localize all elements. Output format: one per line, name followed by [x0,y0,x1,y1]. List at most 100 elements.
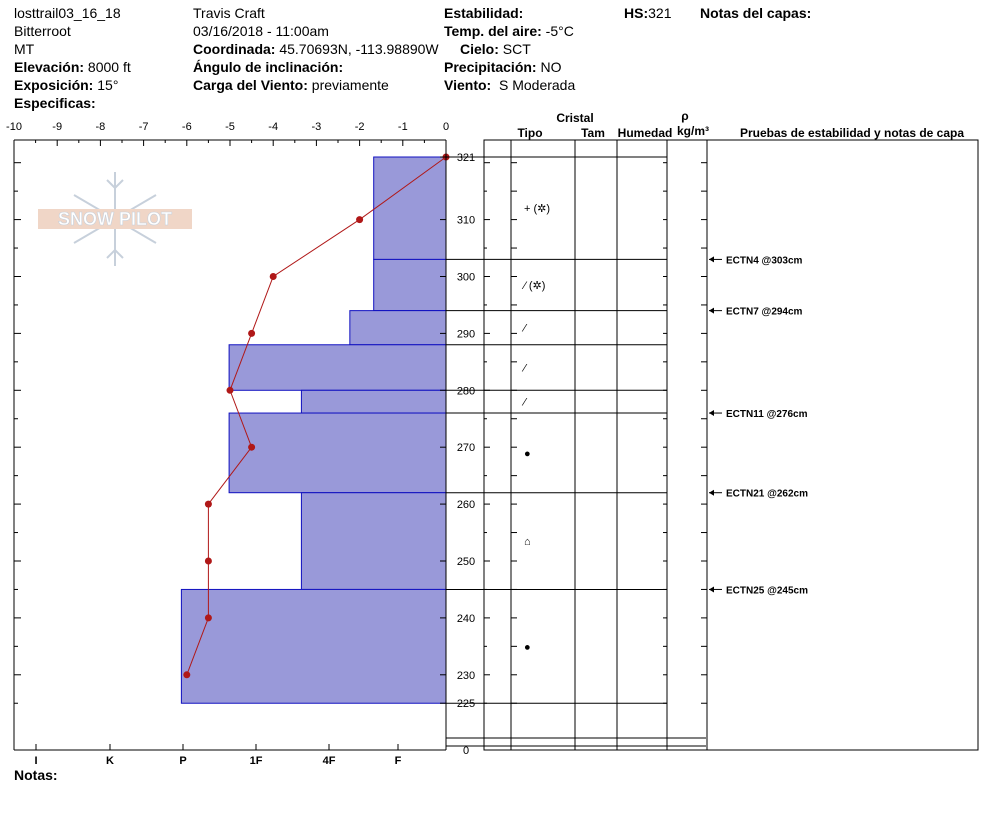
crystal-symbol-4: ⁄ [521,397,528,409]
precip-value: NO [540,59,562,75]
crystal-symbol-1: ⁄ (✲) [521,280,545,292]
hs-label: HS: [624,5,649,21]
snowpilot-logo: SNOW PILOT [38,172,192,266]
temp-tick-label: -6 [182,121,192,133]
wind-load-label: Carga del Viento: [193,77,308,93]
temp-tick-label: -4 [268,121,278,133]
temp-tick-label: -1 [398,121,408,133]
exposure-row: Exposición: 15° [14,76,118,94]
hardness-bar-3 [228,344,447,391]
height-tick-label: 225 [457,698,475,710]
test-label-3: ECTN21 @262cm [726,489,808,500]
moisture-header: Humedad [618,126,673,140]
crystal-symbol-3: ⁄ [521,363,528,375]
height-tick-label: 290 [457,328,475,340]
wind-value: S Moderada [498,77,576,93]
air-temp-value: -5°C [545,23,574,39]
hardness-tick-label: K [106,755,114,767]
test-label-4: ECTN25 @245cm [726,585,808,596]
test-arrow-head-0 [709,256,714,263]
temperature-point-2 [269,272,277,280]
range-name: Bitterroot [14,23,71,39]
density-unit-header: kg/m³ [677,124,709,138]
hardness-layers [180,156,447,704]
hardness-bar-2 [349,310,447,346]
test-arrow-head-2 [709,410,714,417]
incline-label: Ángulo de inclinación: [193,59,344,75]
test-label-0: ECTN4 @303cm [726,255,803,266]
elevation-label: Elevación: [14,59,85,75]
exposure-label: Exposición: [14,77,94,93]
table-frame [483,139,979,751]
hardness-bar-1 [373,258,447,312]
test-arrow-head-1 [709,307,714,314]
temperature-point-8 [204,614,212,622]
test-label-2: ECTN11 @276cm [726,409,808,420]
notes-row: Notas: [14,766,58,784]
hardness-bar-0 [373,156,447,260]
layer-notes-label: Notas del capas: [700,5,812,21]
elevation-value: 8000 ft [87,59,131,75]
air-temp-row: Temp. del aire: -5°C [444,22,574,40]
hardness-bar-5 [228,412,447,494]
temp-tick-label: -3 [312,121,322,133]
hardness-tick-label: P [179,755,186,767]
temp-tick-label: -8 [96,121,106,133]
coordinate-label: Coordinada: [193,41,276,57]
temperature-point-9 [183,671,191,679]
wind-load-value: previamente [311,77,389,93]
temperature-point-1 [356,216,364,224]
incline-row: Ángulo de inclinación: [193,58,343,76]
height-tick-label: 270 [457,442,475,454]
type-header: Tipo [517,126,542,140]
coordinate-row: Coordinada: 45.70693N, -113.98890W [193,40,439,58]
stability-row: Estabilidad: [444,4,523,22]
observer-name: Travis Craft [193,5,265,21]
hardness-tick-label: 4F [323,755,336,767]
temperature-point-3 [248,329,256,337]
size-header: Tam [581,126,605,140]
height-tick-label: 300 [457,271,475,283]
sky-row: Cielo: SCT [460,40,531,58]
temperature-point-6 [204,500,212,508]
sky-label: Cielo: [460,41,499,57]
layer-notes-row: Notas del capas: [700,4,811,22]
site-name: losttrail03_16_18 [14,5,121,21]
sky-value: SCT [502,41,531,57]
temp-tick-label: 0 [443,121,449,133]
hardness-tick-label: 1F [250,755,263,767]
height-tick-label: 250 [457,556,475,568]
test-label-1: ECTN7 @294cm [726,307,803,318]
crystal-symbol-0: + (✲) [524,203,550,215]
temperature-line [186,156,447,675]
wind-row: Viento: S Moderada [444,76,575,94]
precip-label: Precipitación: [444,59,537,75]
chart-axes: -10 -9 -8 -7 -6 -5 -4 -3 -2 -1 0I K P 1F 4F F3213103002… [6,121,475,767]
height-tick-label: 0 [463,745,469,757]
test-arrow-head-4 [709,586,714,593]
temperature-point-5 [248,443,256,451]
height-tick-label: 280 [457,385,475,397]
hs-value: 321 [648,5,672,21]
height-tick-label: 310 [457,215,475,227]
crystal-symbol-5: ● [524,448,531,460]
hardness-tick-label: I [34,755,37,767]
hardness-bar-4 [300,389,447,414]
notes-label: Notas: [14,767,58,783]
specifics-label: Especificas: [14,95,96,111]
hardness-bar-6 [300,492,447,590]
wind-load-row: Carga del Viento: previamente [193,76,389,94]
temperature-point-4 [226,386,234,394]
wind-label: Viento: [444,77,492,93]
hardness-bar-7 [180,588,447,704]
hs-row: HS:321 [624,4,671,22]
state-name: MT [14,41,35,57]
test-arrow-head-3 [709,489,714,496]
crystal-symbol-2: ⁄ [521,323,528,335]
precip-row: Precipitación: NO [444,58,561,76]
temp-tick-label: -9 [52,121,62,133]
observation-datetime: 03/16/2018 - 11:00am [193,23,329,39]
temp-tick-label: -7 [139,121,149,133]
height-tick-label: 230 [457,670,475,682]
elevation-row: Elevación: 8000 ft [14,58,131,76]
